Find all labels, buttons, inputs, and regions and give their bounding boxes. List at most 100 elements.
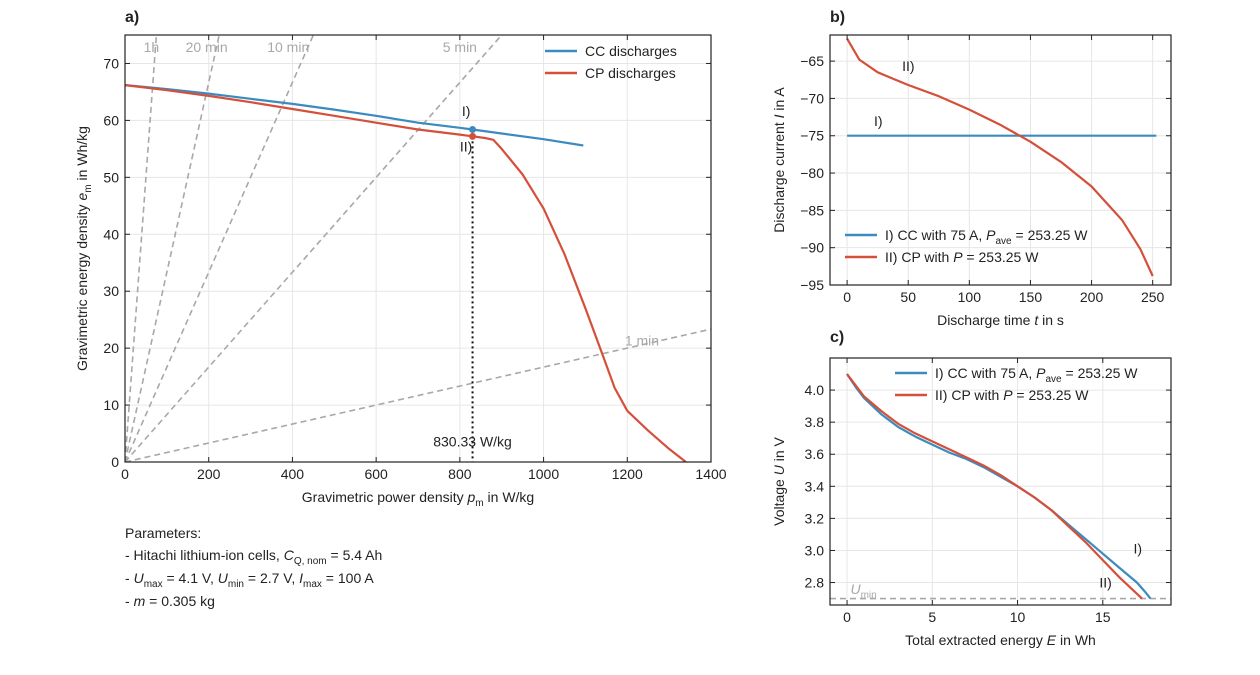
series-annotation: I) bbox=[874, 113, 883, 129]
legend: CC discharges CP discharges bbox=[545, 43, 677, 81]
x-tick-label: 10 bbox=[1010, 609, 1026, 625]
operating-point-marker bbox=[469, 132, 477, 140]
parameters-block: Parameters: - Hitachi lithium-ion cells,… bbox=[125, 525, 382, 609]
y-tick-label: 20 bbox=[103, 340, 119, 356]
legend: I) CC with 75 A, Pave = 253.25 W II) CP w… bbox=[895, 365, 1138, 403]
series-line-cc bbox=[125, 84, 584, 147]
x-tick-label: 800 bbox=[448, 466, 472, 482]
legend-entry-cp: II) CP with P = 253.25 W bbox=[885, 249, 1039, 265]
y-tick-label: −65 bbox=[800, 53, 824, 69]
x-tick-label: 0 bbox=[121, 466, 129, 482]
series-annotation: I) bbox=[1133, 541, 1142, 557]
legend-entry-cp: II) CP with P = 253.25 W bbox=[935, 387, 1089, 403]
umin-label: Umin bbox=[850, 581, 876, 601]
legend-entry-cp: CP discharges bbox=[585, 65, 676, 81]
time-guide-line bbox=[125, 35, 158, 462]
legend: I) CC with 75 A, Pave = 253.25 W II) CP w… bbox=[845, 227, 1088, 265]
x-tick-label: 200 bbox=[197, 466, 221, 482]
marker-label: II) bbox=[460, 139, 472, 155]
x-tick-label: 200 bbox=[1080, 289, 1104, 305]
x-tick-label: 0 bbox=[843, 289, 851, 305]
y-tick-label: 3.6 bbox=[805, 446, 825, 462]
parameters-heading: Parameters: bbox=[125, 525, 201, 541]
legend-entry-cc: I) CC with 75 A, Pave = 253.25 W bbox=[885, 227, 1088, 247]
y-tick-label: 3.8 bbox=[805, 414, 825, 430]
x-tick-label: 5 bbox=[928, 609, 936, 625]
x-tick-label: 15 bbox=[1095, 609, 1111, 625]
tick-labels: 0 50 100 150 200 250 −65 −70 −75 −80 −85 −90 −95 bbox=[800, 35, 1171, 305]
gridlines bbox=[830, 35, 1171, 286]
y-tick-label: 50 bbox=[103, 169, 119, 185]
y-tick-label: −80 bbox=[800, 165, 824, 181]
y-axis-label: Gravimetric energy density em in Wh/kg bbox=[74, 126, 94, 371]
parameters-line-2: - Umax = 4.1 V, Umin = 2.7 V, Imax = 100… bbox=[125, 570, 374, 590]
tick-labels: 0 200 400 600 800 1000 1200 1400 0 10 20 30 40 50 60 70 bbox=[103, 35, 727, 482]
chart-panel-b: II) I) 0 50 100 150 200 250 −65 −70 −75 −80 −85 −90 −9… bbox=[771, 9, 1172, 328]
y-tick-label: −75 bbox=[800, 128, 824, 144]
y-tick-label: −90 bbox=[800, 240, 824, 256]
x-tick-label: 150 bbox=[1019, 289, 1043, 305]
x-axis-label: Total extracted energy E in Wh bbox=[905, 632, 1096, 648]
y-tick-label: 30 bbox=[103, 283, 119, 299]
y-tick-label: 40 bbox=[103, 226, 119, 242]
time-guide-label: 5 min bbox=[443, 39, 477, 55]
chart-panel-c: Umin I) II) 0 5 10 15 2.8 3.0 3.2 3.4 3.6 3.8 4.0 c) To… bbox=[771, 329, 1172, 648]
series-line-cc bbox=[846, 373, 1152, 600]
marker-label: I) bbox=[462, 103, 471, 119]
time-guide-line bbox=[125, 35, 220, 462]
x-tick-label: 1000 bbox=[528, 466, 559, 482]
y-tick-label: 2.8 bbox=[805, 575, 825, 591]
time-guide-line bbox=[125, 35, 315, 462]
x-tick-label: 0 bbox=[843, 609, 851, 625]
x-tick-label: 50 bbox=[900, 289, 916, 305]
x-tick-label: 400 bbox=[281, 466, 305, 482]
y-tick-label: −70 bbox=[800, 90, 824, 106]
parameters-line-3: - m = 0.305 kg bbox=[125, 593, 215, 609]
time-guide-line bbox=[125, 35, 503, 462]
chart-panel-a: I) II) 830.33 W/kg 1h 20 min 10 min 5 min 1 min… bbox=[74, 9, 727, 509]
plot-area bbox=[830, 373, 1171, 600]
time-guide-label: 1 min bbox=[625, 332, 659, 348]
panel-label: a) bbox=[125, 9, 139, 26]
x-tick-label: 1200 bbox=[612, 466, 643, 482]
time-guide-label: 10 min bbox=[267, 39, 309, 55]
axes-frame bbox=[124, 34, 712, 463]
series-annotation: II) bbox=[902, 58, 914, 74]
x-axis-label: Discharge time t in s bbox=[937, 312, 1064, 328]
gridlines bbox=[830, 358, 1171, 605]
y-tick-label: 3.4 bbox=[805, 478, 825, 494]
series-line-cp bbox=[846, 38, 1154, 277]
series-line-cp bbox=[846, 373, 1143, 600]
time-guide-label: 1h bbox=[144, 39, 160, 55]
power-marker-label: 830.33 W/kg bbox=[433, 434, 512, 450]
gridlines bbox=[124, 35, 712, 463]
y-tick-label: 0 bbox=[111, 454, 119, 470]
y-tick-label: 60 bbox=[103, 112, 119, 128]
y-tick-label: 3.2 bbox=[805, 510, 825, 526]
y-tick-label: 4.0 bbox=[805, 382, 825, 398]
x-tick-label: 600 bbox=[364, 466, 388, 482]
time-guide-line bbox=[125, 328, 711, 462]
panel-label: b) bbox=[830, 9, 845, 26]
x-tick-label: 1400 bbox=[695, 466, 726, 482]
y-tick-label: −85 bbox=[800, 202, 824, 218]
legend-entry-cc: CC discharges bbox=[585, 43, 677, 59]
y-tick-label: 3.0 bbox=[805, 542, 825, 558]
axes-frame bbox=[829, 357, 1172, 606]
series-annotation: II) bbox=[1099, 574, 1111, 590]
y-axis-label: Voltage U in V bbox=[771, 436, 787, 525]
operating-point-marker bbox=[469, 126, 477, 134]
y-axis-label: Discharge current I in A bbox=[771, 87, 787, 233]
y-tick-label: −95 bbox=[800, 277, 824, 293]
y-tick-label: 70 bbox=[103, 55, 119, 71]
legend-entry-cc: I) CC with 75 A, Pave = 253.25 W bbox=[935, 365, 1138, 385]
series-line-cp bbox=[125, 84, 687, 462]
x-tick-label: 100 bbox=[958, 289, 982, 305]
panel-label: c) bbox=[830, 329, 844, 346]
x-axis-label: Gravimetric power density pm in W/kg bbox=[302, 489, 534, 509]
time-guide-label: 20 min bbox=[186, 39, 228, 55]
y-tick-label: 10 bbox=[103, 397, 119, 413]
tick-labels: 0 5 10 15 2.8 3.0 3.2 3.4 3.6 3.8 4.0 bbox=[805, 358, 1171, 625]
x-tick-label: 250 bbox=[1141, 289, 1165, 305]
